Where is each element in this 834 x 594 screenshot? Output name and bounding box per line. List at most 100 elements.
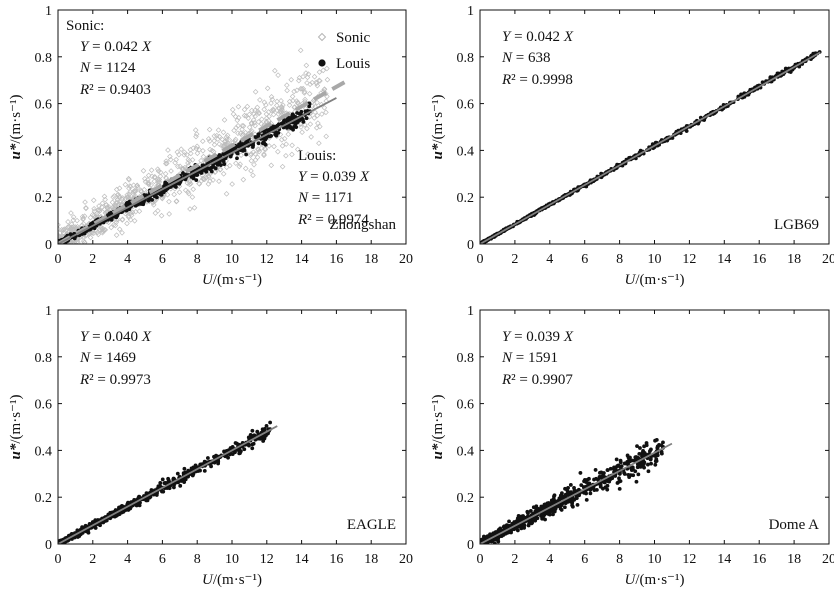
scatter-point <box>648 449 652 453</box>
scatter-point <box>315 120 321 126</box>
scatter-point <box>212 168 219 175</box>
scatter-point <box>588 491 593 496</box>
scatter-point <box>223 134 230 140</box>
x-tick-label: 20 <box>399 252 413 267</box>
scatter-point <box>252 157 259 163</box>
scatter-point <box>296 74 303 81</box>
scatter-point <box>113 232 120 238</box>
scatter-point <box>83 523 88 528</box>
scatter-point <box>117 512 122 517</box>
scatter-point <box>176 151 182 158</box>
scatter-point <box>553 507 557 512</box>
scatter-point <box>283 152 289 159</box>
scatter-point <box>231 127 237 134</box>
y-tick-label: 0.2 <box>35 491 53 506</box>
scatter-point <box>557 503 561 508</box>
scatter-point <box>136 208 143 214</box>
x-tick-label: 16 <box>752 252 766 267</box>
scatter-point <box>649 461 653 466</box>
scatter-point <box>155 176 161 183</box>
scatter-point <box>130 189 137 195</box>
scatter-point <box>317 78 323 84</box>
x-tick-label: 14 <box>717 552 731 567</box>
scatter-point <box>661 440 665 445</box>
scatter-point <box>242 129 249 136</box>
scatter-point <box>83 205 89 211</box>
scatter-point <box>226 137 233 143</box>
scatter-point <box>288 124 293 129</box>
scatter-point <box>190 145 197 151</box>
scatter-point <box>274 107 280 114</box>
x-axis-label: U/(m·s⁻¹) <box>625 572 685 588</box>
scatter-point <box>273 102 280 109</box>
scatter-point <box>216 461 221 466</box>
scatter-point <box>255 429 260 434</box>
y-tick-label: 0.2 <box>35 191 53 206</box>
scatter-point <box>292 121 297 126</box>
sample-count-louis: N = 1171 <box>297 190 353 206</box>
x-tick-label: 16 <box>329 252 343 267</box>
scatter-point <box>116 193 123 199</box>
scatter-point <box>233 160 239 167</box>
fit-equation-sonic: Y = 0.042 X <box>80 39 152 55</box>
scatter-point <box>68 221 75 228</box>
y-tick-label: 1 <box>467 4 474 19</box>
scatter-point <box>142 175 148 182</box>
scatter-point <box>165 147 171 153</box>
x-tick-label: 18 <box>787 252 801 267</box>
scatter-point <box>244 103 251 110</box>
scatter-point <box>297 118 302 123</box>
x-tick-label: 20 <box>822 552 834 567</box>
x-axis-var: U <box>202 272 214 288</box>
scatter-point <box>223 191 230 197</box>
scatter-point <box>189 157 196 163</box>
scatter-point <box>215 127 222 133</box>
scatter-point <box>173 185 178 189</box>
scatter-point <box>579 483 584 488</box>
y-axis-unit: /(m·s⁻¹) <box>430 95 446 144</box>
scatter-point <box>145 181 152 187</box>
scatter-point <box>584 497 589 502</box>
scatter-point <box>306 114 313 120</box>
scatter-point <box>294 87 300 94</box>
scatter-point <box>151 178 158 185</box>
scatter-point <box>233 450 237 455</box>
scatter-point <box>200 153 207 160</box>
x-tick-label: 2 <box>511 252 518 267</box>
scatter-point <box>245 115 252 121</box>
plot-frame <box>479 309 830 545</box>
scatter-point <box>135 184 141 191</box>
x-tick-label: 10 <box>648 552 662 567</box>
scatter-point <box>550 498 554 503</box>
x-tick-label: 4 <box>124 252 131 267</box>
scatter-point <box>307 121 314 127</box>
scatter-point <box>622 472 627 476</box>
scatter-point <box>314 112 321 119</box>
scatter-point <box>141 186 148 193</box>
scatter-point <box>194 150 201 157</box>
scatter-point <box>634 479 639 484</box>
y-axis-unit: /(m·s⁻¹) <box>8 395 24 444</box>
fit-line-louis <box>58 97 337 244</box>
scatter-point <box>190 186 197 193</box>
scatter-point <box>262 146 269 153</box>
scatter-point <box>297 111 302 116</box>
scatter-point <box>200 147 206 154</box>
scatter-point <box>558 494 563 499</box>
x-tick-label: 18 <box>787 552 801 567</box>
x-tick-label: 20 <box>822 252 834 267</box>
scatter-point <box>252 151 259 157</box>
scatter-point <box>250 428 255 433</box>
scatter-point <box>278 98 284 104</box>
scatter-point <box>168 168 174 174</box>
scatter-point <box>304 80 310 86</box>
scatter-point <box>158 212 165 219</box>
scatter-point <box>574 496 579 501</box>
scatter-point <box>598 484 603 489</box>
scatter-point <box>570 503 575 508</box>
scatter-point <box>568 483 573 487</box>
y-tick-label: 0.4 <box>35 144 53 159</box>
scatter-point <box>267 127 272 132</box>
scatter-point <box>606 479 611 484</box>
scatter-point <box>103 201 110 208</box>
